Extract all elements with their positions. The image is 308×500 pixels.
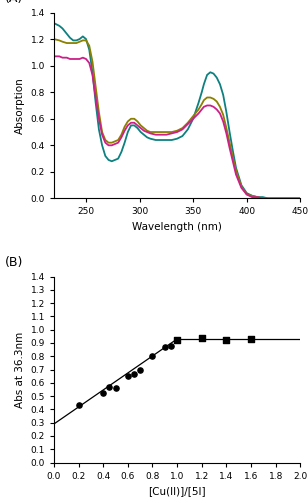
Point bbox=[199, 334, 204, 342]
Point bbox=[150, 352, 155, 360]
Point bbox=[113, 384, 118, 392]
Y-axis label: Absorption: Absorption bbox=[15, 77, 25, 134]
Point bbox=[175, 336, 180, 344]
Point bbox=[168, 342, 173, 349]
Point bbox=[138, 366, 143, 374]
Text: (A): (A) bbox=[5, 0, 23, 5]
X-axis label: [Cu(II)]/[5l]: [Cu(II)]/[5l] bbox=[148, 486, 206, 496]
Point bbox=[175, 336, 180, 344]
Point bbox=[249, 335, 253, 343]
X-axis label: Wavelength (nm): Wavelength (nm) bbox=[132, 222, 222, 232]
Point bbox=[162, 343, 167, 351]
Text: (B): (B) bbox=[5, 256, 23, 269]
Point bbox=[132, 370, 136, 378]
Y-axis label: Abs at 36.3nm: Abs at 36.3nm bbox=[15, 332, 25, 407]
Point bbox=[224, 336, 229, 344]
Point bbox=[76, 402, 81, 409]
Point bbox=[125, 372, 130, 380]
Point bbox=[101, 390, 106, 398]
Point bbox=[107, 383, 112, 391]
